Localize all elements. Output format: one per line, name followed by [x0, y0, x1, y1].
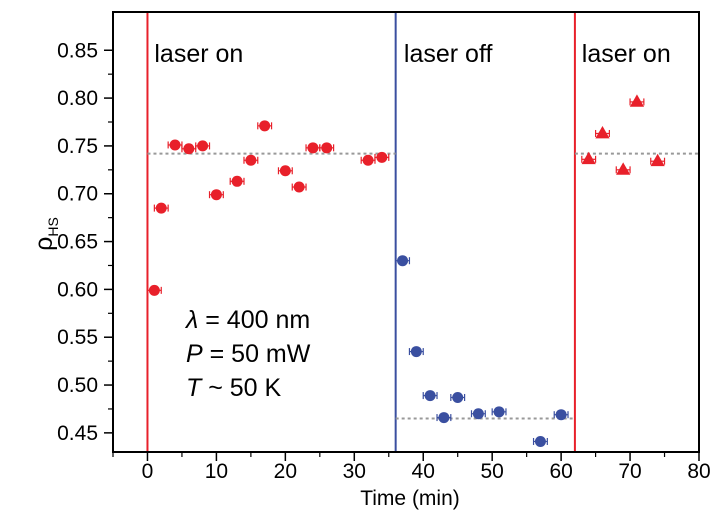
y-tick-label-6: 0.75: [57, 135, 98, 158]
y-axis-title-sub: HS: [45, 217, 61, 236]
annotation-power-value: = 50 mW: [203, 340, 311, 368]
data-point-s2-4: [650, 153, 666, 167]
data-point-s1-6: [491, 406, 507, 418]
y-tick-label-2: 0.55: [57, 326, 98, 349]
marker-s0-9: [279, 165, 291, 177]
annotation-wavelength-symbol: λ: [184, 306, 198, 334]
data-point-s0-7: [243, 154, 259, 166]
marker-s0-7: [245, 154, 257, 166]
data-point-s2-1: [594, 125, 610, 139]
marker-s2-4: [650, 153, 665, 167]
y-tick-label-0: 0.45: [57, 422, 98, 445]
x-tick-label-5: 50: [480, 460, 503, 483]
data-point-s0-2: [167, 139, 183, 151]
y-axis-title-main: ρ: [30, 237, 58, 251]
marker-s0-12: [321, 142, 333, 154]
data-point-s2-2: [615, 162, 631, 175]
marker-s0-13: [362, 154, 374, 166]
data-point-s1-8: [553, 409, 569, 421]
marker-s1-3: [438, 412, 450, 424]
marker-s1-4: [452, 391, 464, 403]
data-point-s1-7: [532, 435, 548, 447]
marker-s0-4: [197, 140, 209, 152]
data-point-s1-1: [408, 346, 424, 358]
data-point-s0-10: [291, 181, 307, 193]
annotation-power: P = 50 mW: [186, 340, 311, 368]
x-tick-label-7: 70: [618, 460, 641, 483]
marker-s1-1: [410, 346, 422, 358]
y-tick-label-3: 0.60: [57, 278, 98, 301]
marker-s0-0: [148, 284, 160, 296]
data-point-s1-2: [422, 390, 438, 402]
annotation-temperature-symbol: T: [186, 374, 203, 402]
y-tick-label-8: 0.85: [57, 39, 98, 62]
data-point-s0-5: [208, 189, 224, 201]
data-point-s1-0: [395, 255, 411, 267]
data-point-s0-11: [305, 142, 321, 154]
x-tick-label-8: 80: [687, 460, 710, 483]
marker-s0-3: [183, 143, 195, 155]
marker-s2-1: [595, 125, 610, 139]
data-point-s1-4: [450, 391, 466, 403]
y-tick-label-4: 0.65: [57, 231, 98, 254]
y-tick-label-7: 0.80: [57, 87, 98, 110]
marker-s1-6: [493, 406, 505, 418]
marker-s2-0: [581, 151, 596, 165]
y-tick-label-5: 0.70: [57, 183, 98, 206]
x-tick-label-6: 60: [549, 460, 572, 483]
data-point-s0-1: [153, 202, 169, 214]
region-label-1: laser off: [404, 40, 493, 68]
annotation-wavelength-value: = 400 nm: [198, 306, 310, 334]
data-point-s0-9: [277, 165, 293, 177]
data-point-s0-6: [229, 175, 245, 187]
marker-s0-2: [169, 139, 181, 151]
plot-layer: laser on laser off laser on: [146, 12, 699, 452]
data-point-s2-0: [581, 151, 597, 165]
annotation-temperature-value: ~ 50 K: [201, 374, 281, 402]
marker-s0-11: [307, 142, 319, 154]
marker-s2-3: [629, 94, 645, 107]
marker-s0-1: [155, 202, 167, 214]
marker-s1-8: [555, 409, 567, 421]
data-point-s0-13: [360, 154, 376, 166]
region-label-0: laser on: [154, 40, 243, 68]
x-tick-label-4: 40: [412, 460, 435, 483]
plot-frame: [112, 11, 700, 453]
marker-s0-6: [231, 175, 243, 187]
annotation-block: λ = 400 nm P = 50 mW T ~ 50 K: [184, 306, 311, 402]
axes-layer: 0 10 20 30 40 50 60 70 80 0.45 0.50 0.55 0.60 0.65 0.7…: [57, 11, 711, 483]
marker-s1-0: [397, 255, 409, 267]
data-point-s2-3: [629, 94, 645, 107]
x-tick-label-3: 30: [343, 460, 366, 483]
x-tick-label-0: 0: [142, 460, 154, 483]
region-label-2: laser on: [582, 40, 671, 68]
marker-s0-14: [376, 151, 388, 163]
annotation-wavelength: λ = 400 nm: [184, 306, 310, 334]
marker-s1-5: [472, 408, 484, 420]
data-point-s0-14: [374, 151, 390, 163]
marker-s0-10: [293, 181, 305, 193]
data-point-s1-3: [436, 412, 452, 424]
y-axis-title: ρHS: [30, 217, 61, 251]
data-point-s0-0: [146, 284, 162, 296]
marker-s1-2: [424, 390, 436, 402]
marker-s1-7: [534, 435, 546, 447]
data-point-s0-4: [195, 140, 211, 152]
data-point-s1-5: [470, 408, 486, 420]
x-tick-label-1: 10: [205, 460, 228, 483]
y-tick-label-1: 0.50: [57, 374, 98, 397]
x-axis-title: Time (min): [360, 487, 460, 510]
marker-s2-2: [616, 162, 631, 175]
annotation-temperature: T ~ 50 K: [186, 374, 282, 402]
data-point-s0-8: [257, 120, 273, 132]
marker-s0-8: [259, 120, 271, 132]
data-point-s0-12: [319, 142, 335, 154]
marker-s0-5: [210, 189, 222, 201]
marks-layer: [146, 94, 666, 447]
x-tick-label-2: 20: [274, 460, 297, 483]
annotation-power-symbol: P: [186, 340, 203, 368]
